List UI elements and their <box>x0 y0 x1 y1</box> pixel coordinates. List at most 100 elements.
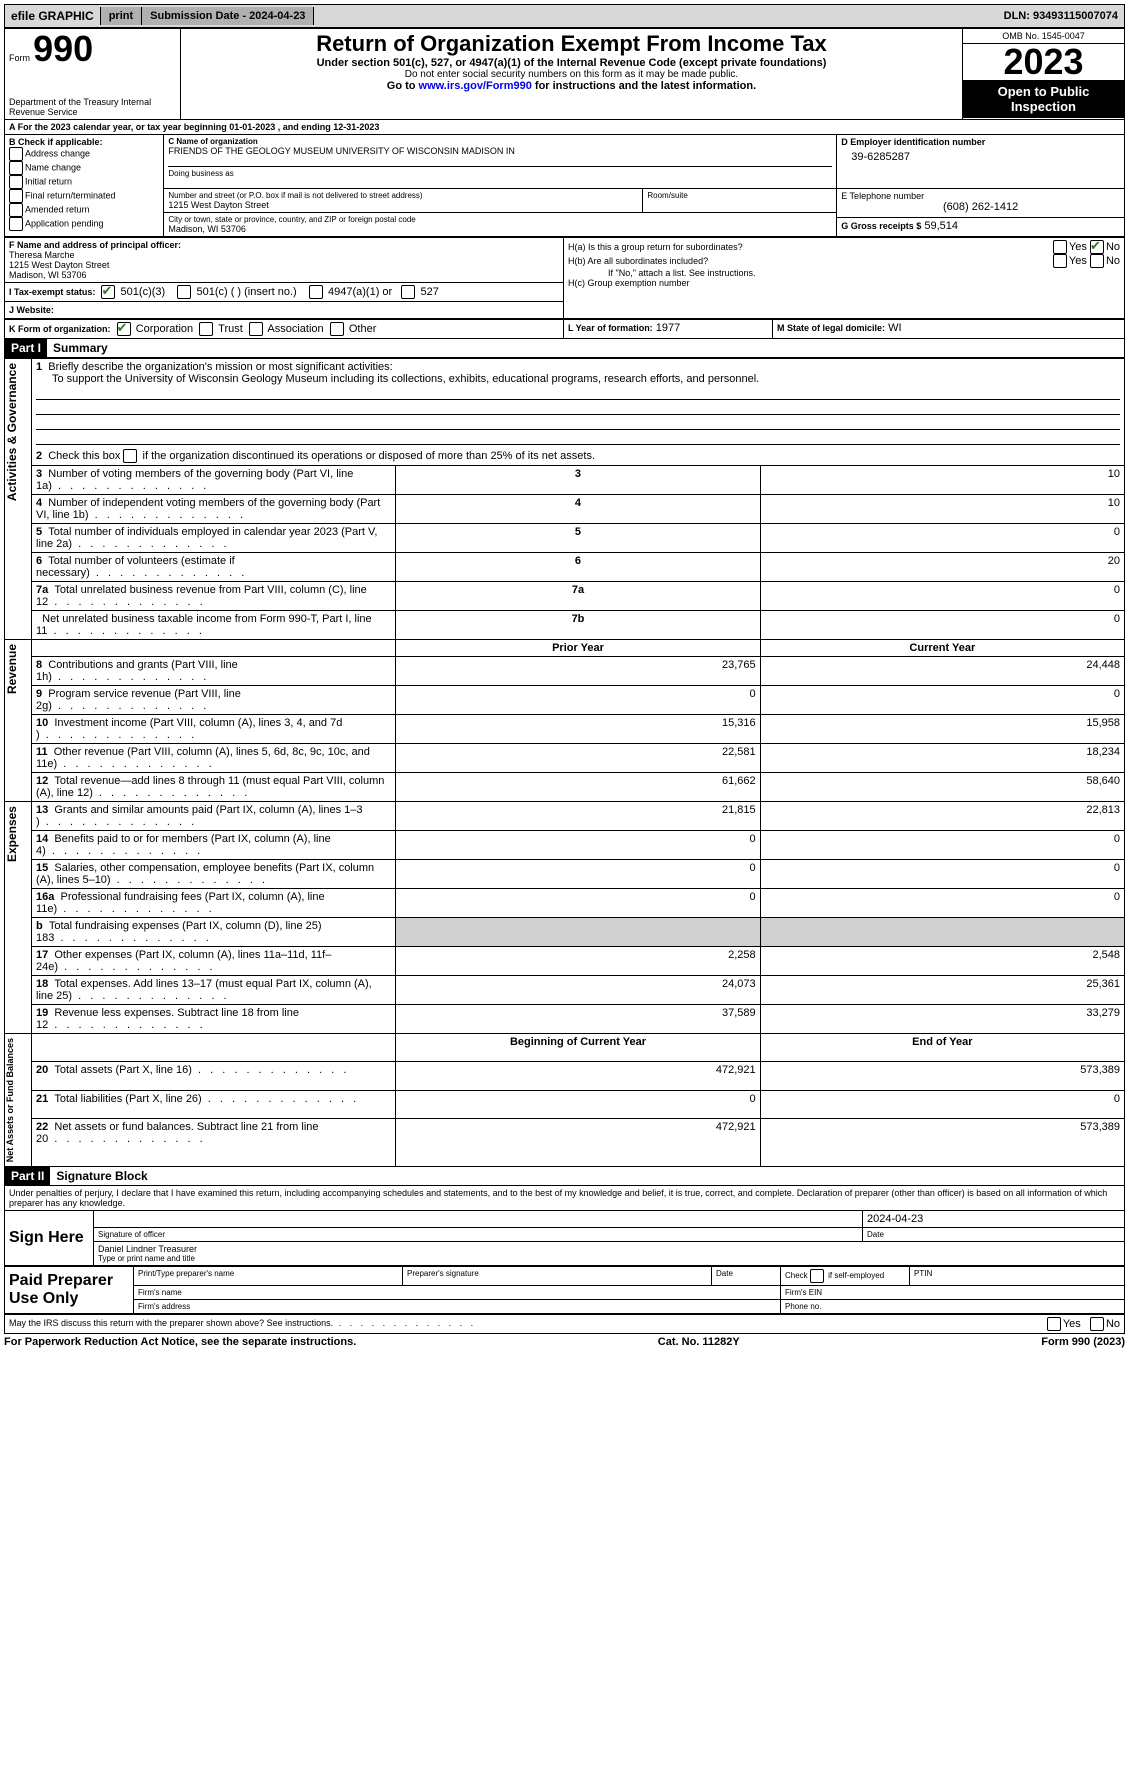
print-name-label: Print/Type preparer's name <box>134 1267 403 1286</box>
rev-curr-8: 24,448 <box>760 657 1124 686</box>
state-domicile: WI <box>888 322 901 334</box>
ha-label: H(a) Is this a group return for subordin… <box>568 242 1053 252</box>
may-irs-yes-check[interactable] <box>1047 1317 1061 1331</box>
exp-prior-13: 21,815 <box>396 802 760 831</box>
dba-label: Doing business as <box>168 169 832 178</box>
officer-street: 1215 West Dayton Street <box>9 260 559 270</box>
check-label-4: Amended return <box>25 204 90 214</box>
check-initial-return[interactable] <box>9 175 23 189</box>
part2-title: Signature Block <box>50 1167 153 1185</box>
line2-check[interactable] <box>123 449 137 463</box>
ag-val-7b: 0 <box>760 611 1124 640</box>
footer: For Paperwork Reduction Act Notice, see … <box>4 1336 1125 1348</box>
check-address-change[interactable] <box>9 147 23 161</box>
rev-label-12: Total revenue—add lines 8 through 11 (mu… <box>36 775 384 799</box>
ssn-warning: Do not enter social security numbers on … <box>185 69 958 80</box>
box-k-label: K Form of organization: <box>9 324 111 334</box>
goto-prefix: Go to <box>387 80 419 92</box>
prep-sig-label: Preparer's signature <box>403 1267 712 1286</box>
date-label: Date <box>863 1228 1125 1242</box>
dln-label: DLN: 93493115007074 <box>998 8 1124 24</box>
ag-box-5: 5 <box>396 524 760 553</box>
gross-receipts: 59,514 <box>924 220 958 232</box>
check-label-3: Final return/terminated <box>25 190 116 200</box>
sign-date: 2024-04-23 <box>863 1211 1125 1228</box>
rev-curr-10: 15,958 <box>760 715 1124 744</box>
i-opt3: 4947(a)(1) or <box>328 286 392 298</box>
box-e-label: E Telephone number <box>841 191 1120 201</box>
street-value: 1215 West Dayton Street <box>168 200 638 210</box>
form-number: 990 <box>33 28 93 69</box>
self-employed-check[interactable] <box>810 1269 824 1283</box>
i-opt4: 527 <box>420 286 438 298</box>
subtitle: Under section 501(c), 527, or 4947(a)(1)… <box>185 57 958 69</box>
part1-header: Part I <box>5 339 47 357</box>
ag-label-6: Total number of volunteers (estimate if … <box>36 555 247 579</box>
i-501c3-check[interactable] <box>101 285 115 299</box>
irs-link[interactable]: www.irs.gov/Form990 <box>419 80 532 92</box>
prior-year-header: Prior Year <box>396 640 760 657</box>
sign-here-table: Sign Here 2024-04-23 Signature of office… <box>4 1210 1125 1266</box>
hb-no-check[interactable] <box>1090 254 1104 268</box>
rev-prior-11: 22,581 <box>396 744 760 773</box>
na-curr-20: 573,389 <box>760 1062 1124 1090</box>
efile-label: efile GRAPHIC <box>5 7 101 25</box>
sign-here-label: Sign Here <box>5 1211 94 1266</box>
line1-text: To support the University of Wisconsin G… <box>36 373 759 385</box>
dept-treasury: Department of the Treasury Internal Reve… <box>9 97 176 117</box>
box-i-label: I Tax-exempt status: <box>9 287 95 297</box>
na-prior-22: 472,921 <box>396 1118 760 1166</box>
check-if-label: Check if self-employed <box>781 1267 910 1286</box>
city-label: City or town, state or province, country… <box>168 215 832 224</box>
exp-label-13: Grants and similar amounts paid (Part IX… <box>36 804 363 828</box>
i-4947-check[interactable] <box>309 285 323 299</box>
exp-prior-18: 24,073 <box>396 976 760 1005</box>
yes-1: Yes <box>1069 241 1087 253</box>
type-print-label: Type or print name and title <box>98 1254 1120 1263</box>
na-label-21: Total liabilities (Part X, line 26) <box>54 1093 359 1105</box>
ag-side-label: Activities & Governance <box>5 359 19 505</box>
ha-no-check[interactable] <box>1090 240 1104 254</box>
k-trust-check[interactable] <box>199 322 213 336</box>
check-final-return[interactable] <box>9 189 23 203</box>
open-to-public: Open to Public Inspection <box>963 80 1124 118</box>
firm-addr-label: Firm's address <box>134 1300 781 1314</box>
date-label-2: Date <box>712 1267 781 1286</box>
box-c-label: C Name of organization <box>168 137 832 146</box>
room-label: Room/suite <box>647 191 832 200</box>
k-other-check[interactable] <box>330 322 344 336</box>
hb-yes-check[interactable] <box>1053 254 1067 268</box>
exp-prior-16a: 0 <box>396 889 760 918</box>
check-name-change[interactable] <box>9 161 23 175</box>
box-l-label: L Year of formation: <box>568 323 653 333</box>
i-501c-check[interactable] <box>177 285 191 299</box>
box-g-label: G Gross receipts $ <box>841 221 921 231</box>
check-label-2: Initial return <box>25 176 72 186</box>
may-irs-no-check[interactable] <box>1090 1317 1104 1331</box>
exp-label-b: Total fundraising expenses (Part IX, col… <box>36 920 322 944</box>
ag-val-3: 10 <box>760 466 1124 495</box>
k-assoc-check[interactable] <box>249 322 263 336</box>
na-side-label: Net Assets or Fund Balances <box>5 1034 15 1166</box>
may-irs-label: May the IRS discuss this return with the… <box>9 1318 476 1328</box>
k-opt3: Other <box>349 323 377 335</box>
k-corp-check[interactable] <box>117 322 131 336</box>
box-j-label: J Website: <box>9 305 54 315</box>
org-name: FRIENDS OF THE GEOLOGY MUSEUM UNIVERSITY… <box>168 146 832 156</box>
return-title: Return of Organization Exempt From Incom… <box>185 31 958 57</box>
header-table: Form 990 Department of the Treasury Inte… <box>4 28 1125 120</box>
check-amended[interactable] <box>9 203 23 217</box>
city-value: Madison, WI 53706 <box>168 224 832 234</box>
print-button[interactable]: print <box>101 7 142 25</box>
rev-prior-9: 0 <box>396 686 760 715</box>
ha-yes-check[interactable] <box>1053 240 1067 254</box>
yes-2: Yes <box>1069 255 1087 267</box>
k-opt2: Association <box>267 323 323 335</box>
officer-name-title: Daniel Lindner Treasurer <box>98 1244 1120 1254</box>
ptin-label: PTIN <box>910 1267 1125 1286</box>
exp-label-19: Revenue less expenses. Subtract line 18 … <box>36 1007 299 1031</box>
i-527-check[interactable] <box>401 285 415 299</box>
exp-prior-19: 37,589 <box>396 1005 760 1034</box>
check-app-pending[interactable] <box>9 217 23 231</box>
exp-curr-15: 0 <box>760 860 1124 889</box>
